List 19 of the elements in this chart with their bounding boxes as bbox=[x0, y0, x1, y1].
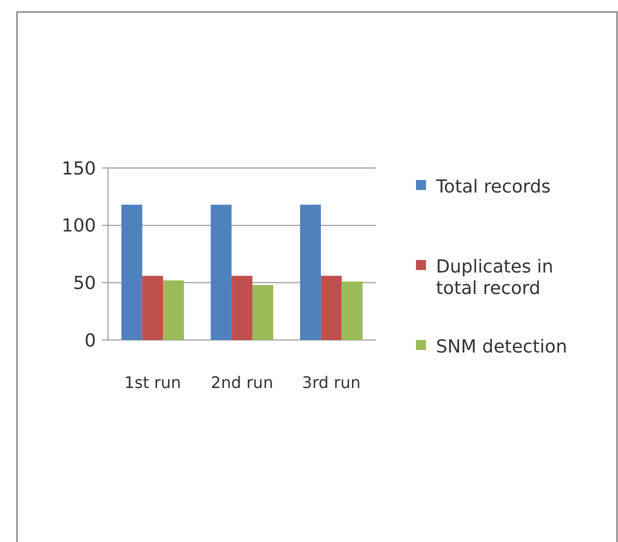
bar bbox=[142, 276, 164, 340]
y-tick-label: 150 bbox=[62, 158, 96, 180]
bar bbox=[210, 204, 232, 340]
y-tick-label: 0 bbox=[84, 330, 96, 352]
bar bbox=[163, 280, 184, 340]
y-tick-label: 50 bbox=[73, 272, 96, 294]
x-tick-label: 2nd run bbox=[210, 373, 274, 392]
legend-label: Total records bbox=[435, 176, 551, 198]
y-tick-label: 100 bbox=[62, 216, 96, 237]
x-tick-label: 3rd run bbox=[302, 373, 361, 392]
bar bbox=[300, 204, 321, 340]
bar bbox=[342, 282, 363, 340]
bar bbox=[121, 204, 142, 340]
bar bbox=[252, 284, 274, 340]
legend-label: Duplicates in total record bbox=[436, 256, 554, 299]
legend-label: SNM detection bbox=[436, 336, 568, 358]
bar bbox=[232, 276, 252, 340]
bar bbox=[320, 276, 342, 340]
x-tick-label: 1st run bbox=[124, 373, 182, 392]
